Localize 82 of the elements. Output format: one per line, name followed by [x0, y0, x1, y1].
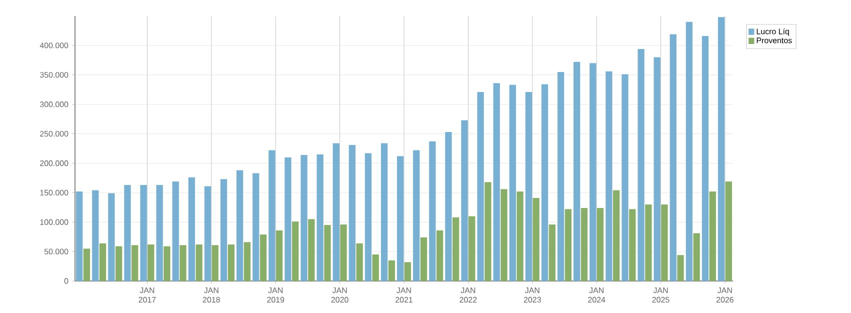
bar [332, 143, 340, 281]
bar [532, 198, 540, 281]
bar [613, 190, 620, 281]
bar [404, 262, 412, 281]
bar [413, 150, 420, 281]
bar [284, 157, 292, 281]
bar [124, 185, 131, 281]
bar [477, 92, 484, 281]
bar [461, 120, 468, 281]
bar [276, 230, 283, 281]
bar [244, 242, 251, 281]
bar [596, 208, 604, 281]
bar [140, 185, 147, 281]
bar [388, 260, 395, 281]
bar [356, 243, 363, 281]
bar [493, 83, 500, 281]
bar [364, 153, 372, 281]
bar [420, 237, 428, 281]
bar [654, 57, 660, 281]
bar [300, 154, 308, 281]
bar [500, 189, 508, 281]
bar [99, 243, 106, 281]
bar [677, 255, 684, 281]
bar [83, 248, 90, 281]
bar [702, 36, 709, 281]
bar [268, 150, 276, 281]
bar [380, 143, 388, 281]
bar [452, 217, 460, 281]
bar [606, 71, 612, 281]
bar [629, 209, 636, 281]
bar [622, 74, 628, 281]
bar [661, 204, 668, 281]
bar [638, 48, 644, 281]
bar [148, 244, 154, 281]
bar [220, 179, 228, 281]
bar [725, 181, 732, 281]
bar [292, 222, 299, 281]
bar [108, 193, 115, 281]
bar [709, 191, 716, 281]
bar [92, 190, 99, 281]
bar [670, 34, 676, 281]
bar [580, 208, 588, 281]
bar [548, 224, 556, 281]
bar [509, 84, 516, 281]
bar [212, 245, 218, 281]
bar [132, 245, 138, 281]
bar [340, 224, 347, 281]
bar [156, 185, 163, 281]
bar [686, 22, 693, 281]
bar [308, 219, 315, 281]
bar [429, 141, 436, 281]
bar [557, 72, 564, 281]
bar [574, 62, 580, 281]
bar [693, 233, 700, 281]
bar [541, 84, 548, 281]
bar [252, 173, 260, 281]
bar [260, 234, 267, 281]
bar [164, 246, 170, 281]
bar [228, 244, 234, 281]
bar [236, 170, 244, 281]
bar [468, 216, 476, 281]
bar [372, 254, 379, 281]
bar [180, 245, 186, 281]
bar [348, 144, 356, 281]
bar [196, 244, 202, 281]
bar [115, 246, 122, 281]
bar [172, 181, 179, 281]
bar [396, 156, 404, 281]
bar [436, 230, 444, 281]
bar [564, 209, 572, 281]
bar [590, 63, 596, 281]
bar [484, 182, 492, 281]
bar [718, 17, 725, 281]
bar [445, 132, 452, 281]
bar [204, 186, 212, 281]
bar [525, 92, 532, 281]
bar [645, 204, 652, 281]
bar [324, 225, 331, 281]
bar [76, 191, 83, 281]
bar [188, 177, 195, 281]
bar [516, 191, 524, 281]
bar [316, 154, 324, 281]
